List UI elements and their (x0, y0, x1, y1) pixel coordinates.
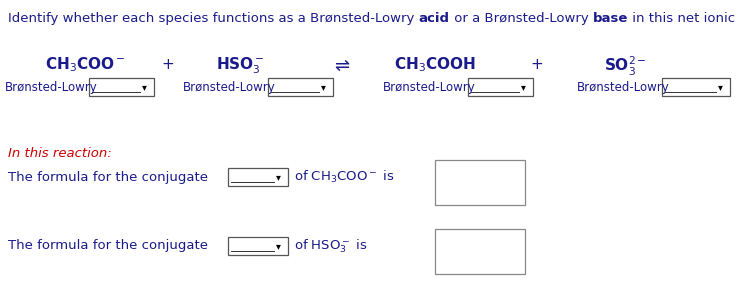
Text: ▾: ▾ (275, 172, 280, 182)
Text: CH$_3$COO$^-$: CH$_3$COO$^-$ (44, 55, 125, 74)
Text: CH$_3$COOH: CH$_3$COOH (394, 55, 476, 74)
Bar (662, 78, 730, 96)
Bar (435, 160, 525, 205)
Text: HSO$_3^-$: HSO$_3^-$ (215, 55, 264, 76)
Text: ▾: ▾ (141, 82, 147, 92)
Text: Brønsted-Lowry: Brønsted-Lowry (183, 81, 276, 93)
Text: ⇌: ⇌ (334, 57, 349, 75)
Text: Identify whether each species functions as a Brønsted-Lowry: Identify whether each species functions … (8, 12, 419, 25)
Text: Brønsted-Lowry: Brønsted-Lowry (383, 81, 476, 93)
Bar (89, 78, 154, 96)
Bar (268, 78, 333, 96)
Bar (228, 168, 288, 186)
Text: in this net ionic equation.: in this net ionic equation. (628, 12, 740, 25)
Text: ▾: ▾ (718, 82, 722, 92)
Text: or a Brønsted-Lowry: or a Brønsted-Lowry (450, 12, 593, 25)
Text: ▾: ▾ (275, 241, 280, 251)
Text: acid: acid (419, 12, 450, 25)
Text: In this reaction:: In this reaction: (8, 147, 112, 160)
Text: of CH$_3$COO$^-$ is: of CH$_3$COO$^-$ is (294, 169, 394, 185)
Text: SO$_3^{2-}$: SO$_3^{2-}$ (604, 55, 646, 78)
Bar (435, 229, 525, 274)
Text: base: base (593, 12, 628, 25)
Text: of HSO$_3^-$ is: of HSO$_3^-$ is (294, 237, 368, 255)
Text: The formula for the conjugate: The formula for the conjugate (8, 171, 208, 183)
Bar (228, 237, 288, 255)
Text: +: + (531, 57, 543, 72)
Text: The formula for the conjugate: The formula for the conjugate (8, 239, 208, 253)
Bar (468, 78, 533, 96)
Text: Brønsted-Lowry: Brønsted-Lowry (577, 81, 670, 93)
Text: +: + (161, 57, 175, 72)
Text: ▾: ▾ (520, 82, 525, 92)
Text: Brønsted-Lowry: Brønsted-Lowry (5, 81, 98, 93)
Text: ▾: ▾ (320, 82, 326, 92)
